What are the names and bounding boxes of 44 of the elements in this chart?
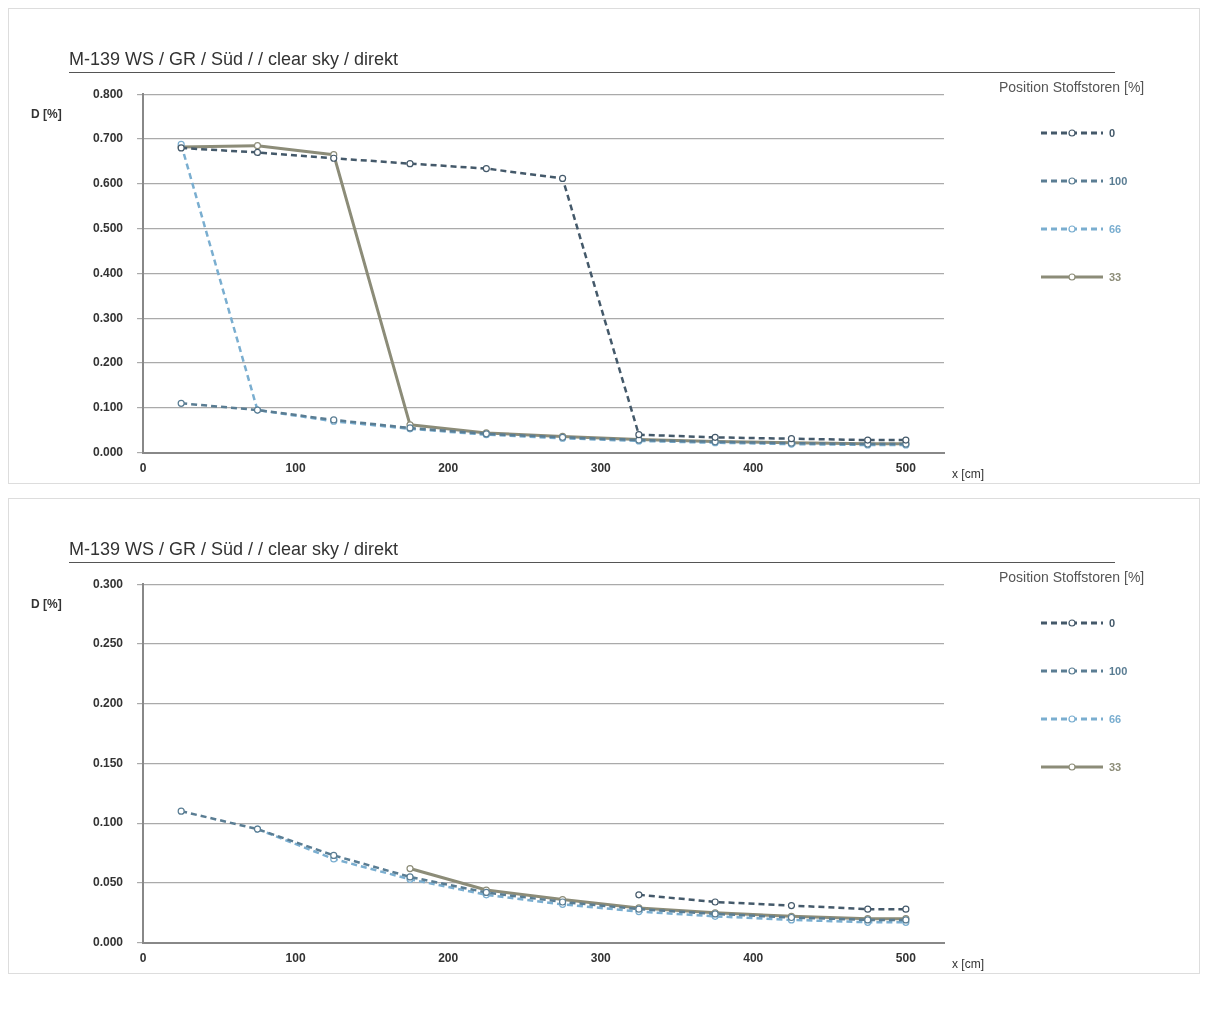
x-tick-label: 0 [139,951,147,966]
x-tick-label: 100 [285,461,306,476]
y-tick-label: 0.150 [93,755,124,770]
x-tick-label: 0 [139,461,147,476]
y-tick-label: 0.300 [93,310,124,325]
y-axis-title: D [%] [31,596,62,611]
x-tick-label: 100 [285,951,306,966]
y-tick-label: 0.200 [93,355,124,370]
x-axis-title: x [cm] [952,956,984,971]
x-tick-label: 200 [438,461,459,476]
y-tick-label: 0.500 [93,220,124,235]
y-tick-label: 0.200 [93,695,124,710]
y-tick-label: 0.100 [93,815,124,830]
y-tick-label: 0.700 [93,131,124,146]
y-tick-label: 0.800 [93,86,124,101]
x-tick-label: 400 [743,461,764,476]
x-tick-label: 500 [895,461,917,476]
x-tick-label: 500 [895,951,917,966]
text: 100 [1109,175,1128,187]
x-tick-label: 300 [590,461,612,476]
y-tick-label: 0.400 [93,265,124,280]
y-tick-label: 0.100 [93,400,124,415]
chart-title: M-139 WS / GR / Süd / / clear sky / direkt [69,49,1115,73]
y-tick-label: 0.000 [93,934,124,949]
text: 33 [1109,761,1122,773]
text: 0 [1109,617,1116,629]
legend-title: Position Stoffstoren [%] [999,569,1146,585]
text: 66 [1109,223,1122,235]
x-tick-label: 200 [438,951,459,966]
y-tick-label: 0.050 [93,875,124,890]
x-tick-label: 300 [590,951,612,966]
y-tick-label: 0.000 [93,444,124,459]
x-axis-title: x [cm] [952,466,984,481]
y-axis-title: D [%] [31,106,62,121]
y-tick-label: 0.250 [93,636,124,651]
text: 100 [1109,665,1128,677]
text: 33 [1109,271,1122,283]
x-tick-label: 400 [743,951,764,966]
chart-title: M-139 WS / GR / Süd / / clear sky / direkt [69,539,1115,563]
text: 0 [1109,127,1116,139]
legend-title: Position Stoffstoren [%] [999,79,1146,95]
y-tick-label: 0.600 [93,176,124,191]
y-tick-label: 0.300 [93,576,124,591]
text: 66 [1109,713,1122,725]
